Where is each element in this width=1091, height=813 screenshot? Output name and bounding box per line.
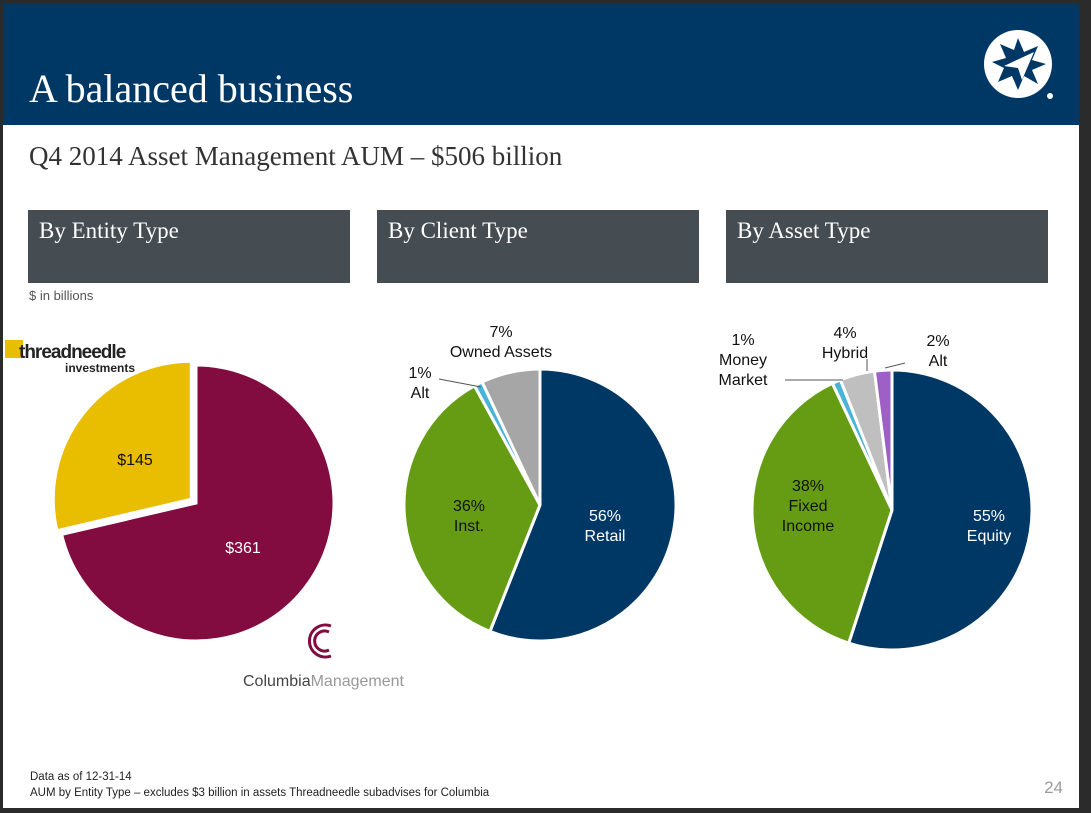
threadneedle-logo: threadneedle investments (5, 340, 135, 375)
slide: A balanced business Q4 2014 Asset Manage… (3, 3, 1079, 808)
pie-slice (872, 368, 894, 511)
page-number: 24 (1044, 778, 1063, 797)
slide-subtitle: Q4 2014 Asset Management AUM – $506 bill… (29, 141, 563, 171)
svg-text:threadneedle: threadneedle (19, 342, 126, 363)
svg-text:ColumbiaManagement: ColumbiaManagement (243, 673, 405, 690)
pie-slice (480, 367, 542, 506)
pie-slice (51, 359, 193, 533)
client-type-header: By Client Type (377, 210, 699, 283)
entity-type-header: By Entity Type (28, 210, 350, 283)
pie-slice (750, 381, 894, 646)
slice-label: 2% Alt (926, 333, 949, 370)
slice-label: $361 (225, 540, 261, 557)
header-bar: A balanced business (3, 3, 1079, 125)
slice-label: $145 (117, 452, 153, 469)
pie-slice (846, 368, 1034, 652)
leader-line (438, 378, 482, 388)
pie-charts: $361 $145 56% Retail 36% Inst. 1% Alt 7% Owned As… (51, 324, 1034, 652)
slice-label: 56% Retail (585, 508, 626, 545)
footnote-exclusion: AUM by Entity Type – excludes $3 billion… (30, 787, 490, 799)
svg-text:investments: investments (65, 361, 135, 375)
slice-label: 1% Money Market (719, 332, 768, 389)
slice-label: 36% Inst. (453, 498, 485, 535)
footnote-date: Data as of 12-31-14 (30, 771, 132, 783)
columbia-management-logo: ColumbiaManagement (243, 623, 405, 690)
pie-slice (487, 367, 678, 643)
slice-label: 1% Alt (408, 365, 431, 402)
unit-note: $ in billions (29, 288, 94, 303)
slide-title: A balanced business (29, 66, 354, 111)
pie-slice (59, 363, 336, 643)
leader-line (884, 362, 906, 369)
pie-slice (402, 383, 542, 634)
slice-label: 38% Fixed Income (782, 478, 835, 535)
slice-label: 55% Equity (967, 508, 1011, 545)
star-logo-icon (984, 30, 1053, 99)
slice-label: 7% Owned Assets (450, 324, 552, 361)
asset-type-header: By Asset Type (726, 210, 1048, 283)
slice-label: 4% Hybrid (822, 325, 868, 362)
